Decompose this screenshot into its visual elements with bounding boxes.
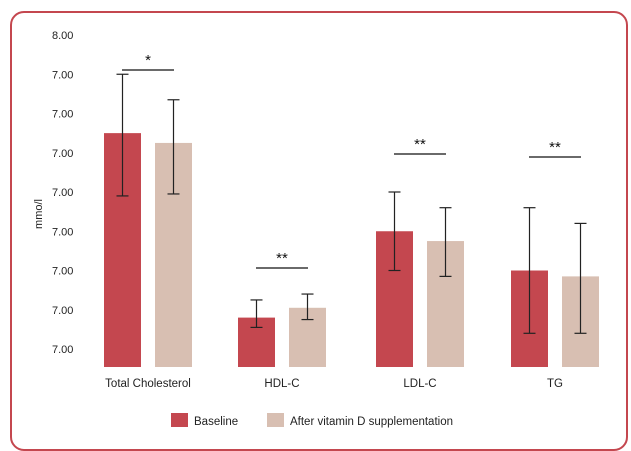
significance-mark: * (145, 52, 151, 69)
legend-swatch (267, 413, 284, 427)
y-tick-label: 7.00 (52, 187, 73, 199)
significance-mark: ** (549, 139, 561, 156)
y-tick-label: 7.00 (52, 69, 73, 81)
y-axis-label: mmo/l (33, 199, 45, 229)
y-tick-label: 7.00 (52, 226, 73, 238)
legend-label: After vitamin D supplementation (290, 416, 453, 428)
y-tick-label: 7.00 (52, 305, 73, 317)
y-tick-label: 7.00 (52, 344, 73, 356)
y-tick-label: 7.00 (52, 109, 73, 121)
legend-swatch (171, 413, 188, 427)
bar-chart: mmo/l 8.00 7.00 7.00 7.00 7.00 7.00 7.00 7.00 7.… (33, 30, 599, 428)
x-tick-label: Total Cholesterol (105, 378, 191, 390)
significance-mark: ** (276, 250, 288, 267)
x-tick-label: TG (547, 378, 563, 390)
significance-mark: ** (414, 136, 426, 153)
x-tick-label: LDL-C (403, 378, 436, 390)
y-tick-label: 8.00 (52, 30, 73, 42)
y-tick-label: 7.00 (52, 148, 73, 160)
x-tick-label: HDL-C (264, 378, 299, 390)
legend-label: Baseline (194, 416, 238, 428)
y-tick-label: 7.00 (52, 266, 73, 278)
